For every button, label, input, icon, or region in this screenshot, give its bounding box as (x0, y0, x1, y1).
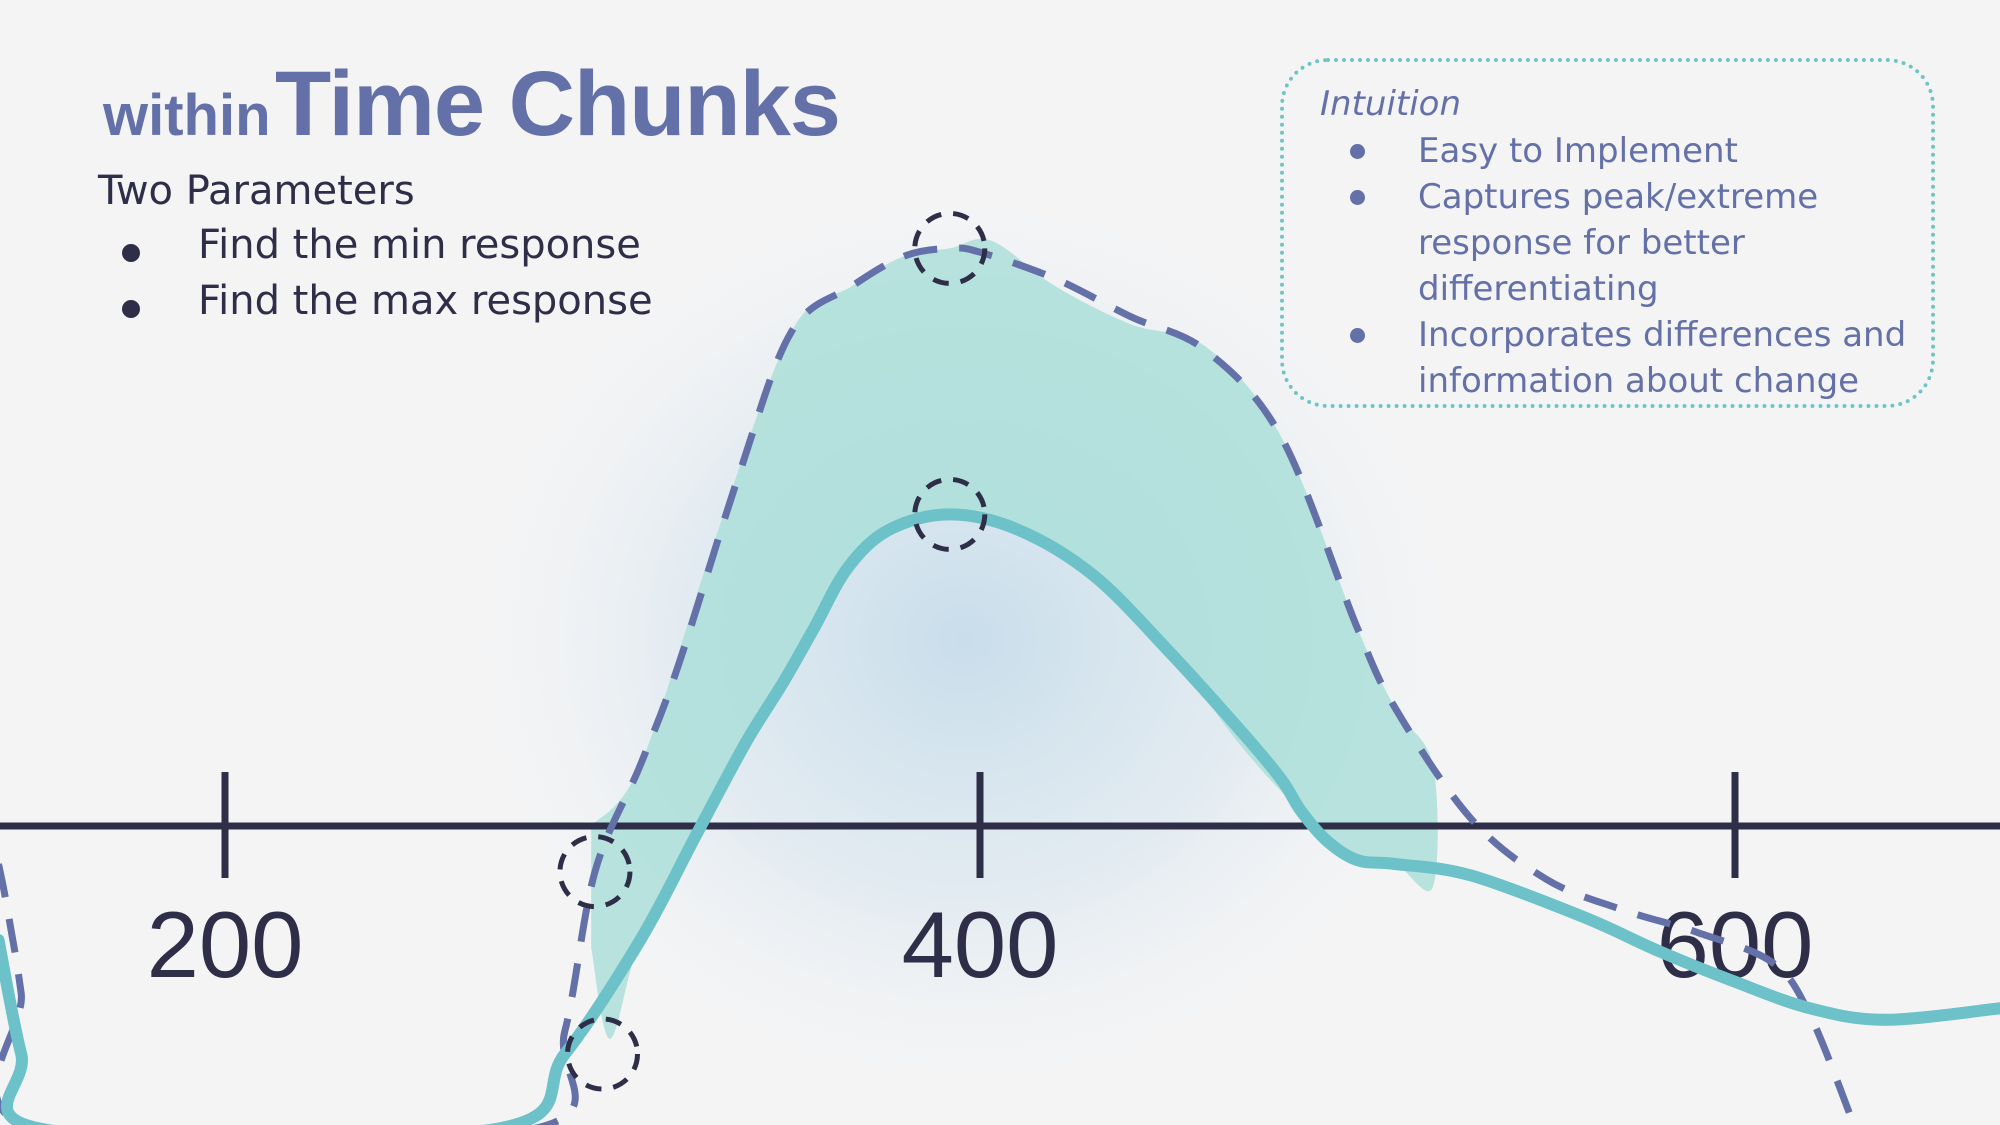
x-tick-label-200: 200 (147, 892, 304, 997)
x-tick-label-400: 400 (902, 892, 1059, 997)
intuition-line: differentiating (1418, 269, 1659, 309)
intuition-heading: Intuition (1320, 84, 1462, 124)
intuition-line: information about change (1418, 361, 1860, 401)
title-main: Time Chunks (274, 53, 841, 155)
parameter-item: Find the min response (98, 222, 653, 268)
intuition-list: Easy to Implement Captures peak/extreme … (1320, 128, 1920, 404)
bullet-icon (1350, 328, 1365, 343)
bullet-icon (122, 300, 140, 318)
extreme-marker-0 (912, 210, 988, 286)
extreme-marker-3 (565, 1016, 640, 1092)
intuition-item: Easy to Implement (1320, 128, 1920, 174)
intuition-item: Captures peak/extreme response for bette… (1320, 174, 1920, 312)
intuition-item: Incorporates differences and information… (1320, 312, 1920, 404)
shaded-region (591, 238, 1438, 1039)
title: within Time Chunks (103, 52, 841, 157)
parameter-item: Find the max response (98, 278, 653, 324)
intuition-line: response for better (1418, 223, 1745, 263)
bullet-icon (1350, 190, 1365, 205)
intuition-line: Captures peak/extreme (1418, 177, 1819, 217)
dashed-series-line (0, 244, 1858, 1125)
parameter-text: Find the min response (198, 222, 641, 268)
intuition-line: Easy to Implement (1418, 131, 1738, 171)
bullet-icon (122, 244, 140, 262)
parameters-list: Find the min response Find the max respo… (98, 222, 653, 324)
extreme-marker-1 (912, 476, 988, 552)
solid-series-line (0, 508, 2000, 1125)
parameters-section: Two Parameters Find the min response Fin… (98, 168, 653, 334)
bullet-icon (1350, 144, 1365, 159)
title-prefix: within (103, 83, 271, 148)
intuition-box: Intuition Easy to Implement Captures pea… (1280, 58, 1935, 408)
intuition-line: Incorporates differences and (1418, 315, 1907, 355)
extreme-marker-2 (557, 834, 633, 910)
parameter-text: Find the max response (198, 278, 653, 324)
parameters-heading: Two Parameters (98, 168, 415, 214)
